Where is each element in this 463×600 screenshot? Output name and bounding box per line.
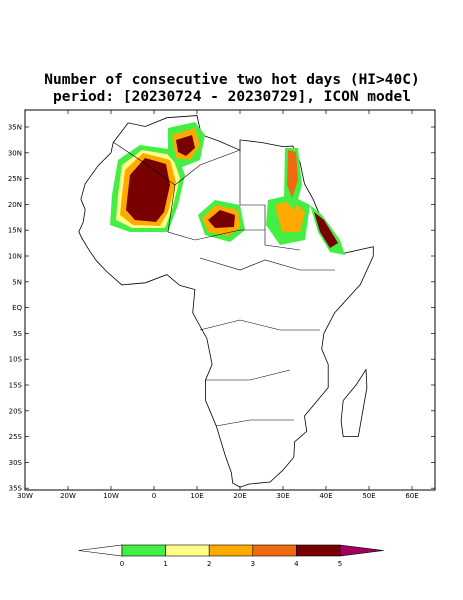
colorbar-label: 4: [294, 560, 299, 568]
colorbar-segment: [121, 544, 166, 557]
borders: [112, 141, 335, 427]
lon-tick-label: 0: [152, 492, 156, 500]
hot-day-areas: [110, 122, 345, 255]
colorbar-label: 5: [338, 560, 342, 568]
lat-tick-label: 20N: [8, 201, 22, 209]
colorbar-end: [78, 544, 123, 557]
map-panel: [24, 109, 436, 491]
lat-tick-label: 10S: [9, 356, 23, 364]
lat-tick-label: 5S: [13, 330, 22, 338]
lon-tick-label: 60E: [405, 492, 418, 500]
lon-tick-label: 50E: [362, 492, 375, 500]
title-line: Number of consecutive two hot days (HI>4…: [44, 72, 419, 88]
colorbar-end: [339, 544, 384, 557]
lat-tick-label: 30N: [8, 149, 22, 157]
lon-tick-label: 20E: [233, 492, 246, 500]
lat-tick-label: 5N: [12, 278, 22, 286]
colorbar-label: 0: [120, 560, 124, 568]
colorbar-segment: [252, 544, 297, 557]
colorbar-segment: [296, 544, 341, 557]
lon-tick-label: 20W: [60, 492, 76, 500]
title-line: period: [20230724 - 20230729], ICON mode…: [53, 89, 411, 105]
lat-tick-label: 25N: [8, 175, 22, 183]
lon-tick-label: 30E: [276, 492, 289, 500]
colorbar: 0 1 2 3 4 5: [78, 544, 384, 568]
lat-tick-label: 35N: [8, 124, 22, 132]
colorbar-segment: [208, 544, 254, 557]
lat-tick-label: 30S: [9, 459, 23, 467]
lon-tick-label: 30W: [17, 492, 33, 500]
colorbar-label: 3: [251, 560, 255, 568]
lat-tick-label: 10N: [8, 253, 22, 261]
lat-tick-label: 20S: [9, 407, 23, 415]
lon-tick-label: 40E: [319, 492, 332, 500]
colorbar-label: 2: [207, 560, 211, 568]
lat-tick-label: EQ: [12, 304, 22, 312]
axes: 35N 30N 25N 20N 15N 10N 5N EQ 5S 10S 15S 20S 25S 30S 3…: [8, 110, 435, 500]
lat-tick-label: 35S: [9, 485, 23, 493]
colorbar-label: 1: [163, 560, 167, 568]
madagascar: [340, 368, 368, 438]
lat-tick-label: 15N: [8, 227, 22, 235]
lon-tick-label: 10E: [190, 492, 203, 500]
lat-tick-label: 25S: [9, 433, 23, 441]
lon-tick-label: 10W: [103, 492, 119, 500]
lat-tick-label: 15S: [9, 382, 23, 390]
colorbar-segment: [165, 544, 210, 557]
